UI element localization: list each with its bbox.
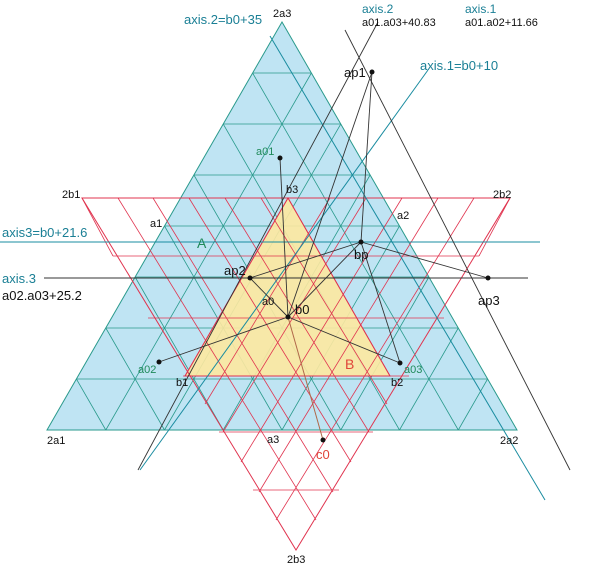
point-c0 (320, 437, 326, 443)
point-ap2 (247, 275, 253, 281)
label-region-a: A (197, 235, 207, 251)
b0-c0-line (287, 316, 324, 441)
label-axis1-b0: axis.1=b0+10 (420, 58, 498, 73)
label-ap1: ap1 (344, 65, 366, 80)
point-bp (358, 239, 364, 245)
teal-axes (0, 35, 546, 501)
point-a01 (277, 155, 283, 161)
dark-construction-lines (44, 21, 571, 471)
label-a1: a1 (150, 218, 162, 230)
label-axis2: axis.2 (362, 2, 394, 16)
red-triangle-grid (81, 197, 511, 521)
label-ap2: ap2 (224, 263, 246, 278)
label-a01: a01 (256, 146, 274, 158)
label-2b3: 2b3 (287, 554, 305, 566)
label-axis3-expr: a02.a03+25.2 (2, 288, 82, 303)
label-2b1: 2b1 (62, 189, 80, 201)
point-a02 (156, 359, 162, 365)
label-2a1: 2a1 (47, 435, 65, 447)
point-ap3 (485, 275, 491, 281)
label-axis1: axis.1 (465, 2, 497, 16)
label-a02: a02 (138, 364, 156, 376)
label-a2: a2 (397, 210, 409, 222)
point-b0 (285, 314, 291, 320)
label-axis3: axis.3 (2, 271, 36, 286)
label-a0: a0 (262, 296, 274, 308)
label-b3: b3 (286, 184, 298, 196)
label-a03: a03 (404, 364, 422, 376)
label-a3: a3 (267, 434, 279, 446)
label-b2: b2 (391, 377, 403, 389)
label-b1: b1 (176, 377, 188, 389)
label-ap3: ap3 (478, 293, 500, 308)
point-a03 (397, 360, 403, 366)
points (156, 69, 491, 443)
label-axis2-b0: axis.2=b0+35 (184, 12, 262, 27)
label-2a3: 2a3 (273, 8, 291, 20)
label-axis1-expr: a01.a02+11.66 (465, 17, 538, 29)
label-c0: c0 (316, 447, 330, 462)
label-axis2-expr: a01.a03+40.83 (362, 17, 436, 29)
label-region-b: B (345, 356, 354, 372)
label-b0: b0 (295, 302, 309, 317)
label-axis3-b0: axis3=b0+21.6 (2, 225, 87, 240)
label-bp: bp (354, 247, 368, 262)
point-ap1 (369, 69, 375, 75)
label-2b2: 2b2 (493, 189, 511, 201)
label-2a2: 2a2 (500, 435, 518, 447)
